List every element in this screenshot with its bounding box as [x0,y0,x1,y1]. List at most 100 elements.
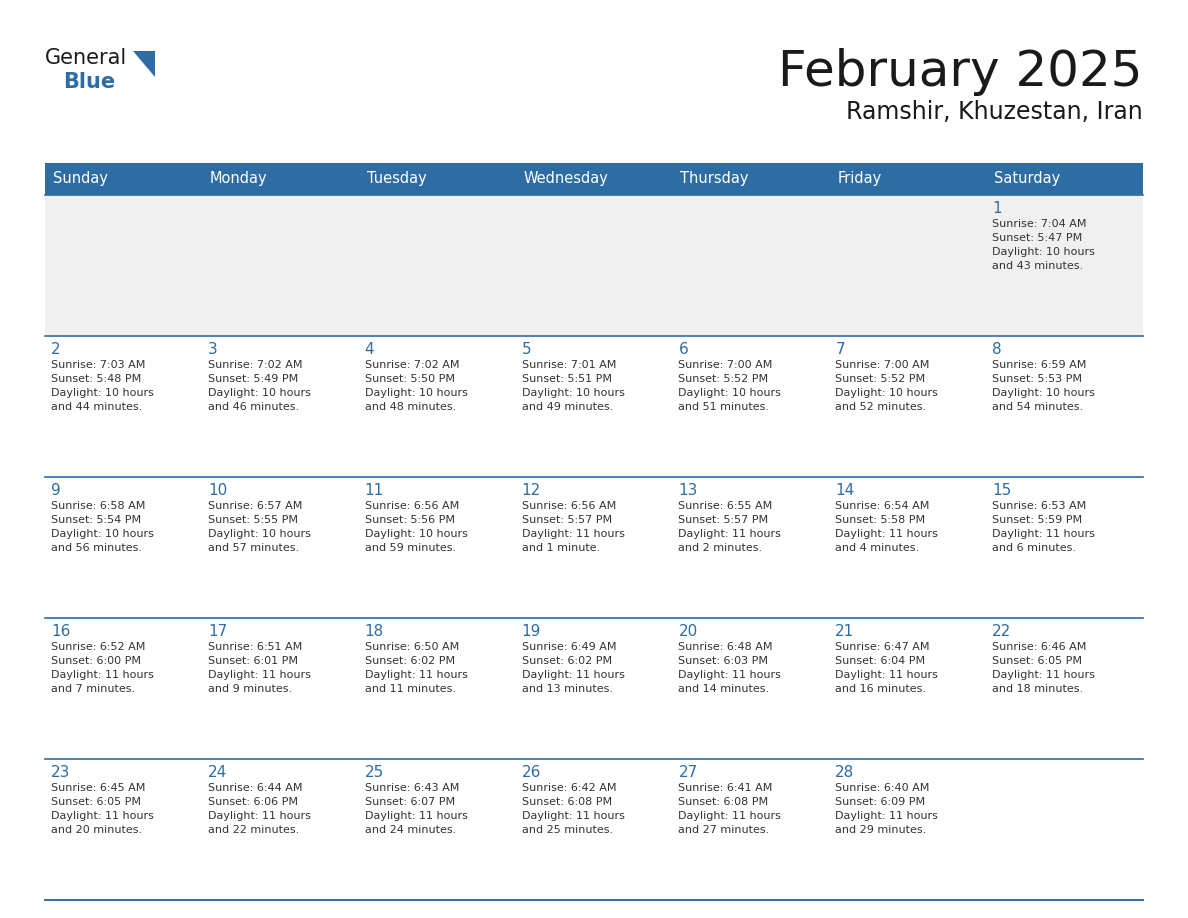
Bar [45,759,1143,900]
Text: 8: 8 [992,342,1001,357]
Text: Sunset: 5:52 PM: Sunset: 5:52 PM [835,374,925,384]
Text: Sunrise: 6:57 AM: Sunrise: 6:57 AM [208,501,302,511]
Text: and 20 minutes.: and 20 minutes. [51,825,143,835]
Text: and 4 minutes.: and 4 minutes. [835,543,920,553]
Text: Sunrise: 6:56 AM: Sunrise: 6:56 AM [522,501,615,511]
Text: Sunset: 5:52 PM: Sunset: 5:52 PM [678,374,769,384]
Text: Daylight: 10 hours: Daylight: 10 hours [51,388,154,398]
Text: 23: 23 [51,765,70,780]
Text: Daylight: 11 hours: Daylight: 11 hours [678,670,782,680]
Text: Daylight: 10 hours: Daylight: 10 hours [365,529,468,539]
Text: Monday: Monday [210,172,267,186]
Text: Daylight: 11 hours: Daylight: 11 hours [992,529,1095,539]
Text: Sunset: 6:08 PM: Sunset: 6:08 PM [678,797,769,807]
Text: Sunset: 5:48 PM: Sunset: 5:48 PM [51,374,141,384]
Text: Sunset: 5:53 PM: Sunset: 5:53 PM [992,374,1082,384]
Bar [986,163,1143,195]
Polygon shape [133,51,154,77]
Text: Sunset: 6:05 PM: Sunset: 6:05 PM [51,797,141,807]
Text: Sunset: 5:54 PM: Sunset: 5:54 PM [51,515,141,525]
Text: 15: 15 [992,483,1011,498]
Text: Sunrise: 6:45 AM: Sunrise: 6:45 AM [51,783,145,793]
Text: 27: 27 [678,765,697,780]
Text: and 9 minutes.: and 9 minutes. [208,684,292,694]
Text: Sunrise: 7:00 AM: Sunrise: 7:00 AM [835,360,930,370]
Text: and 52 minutes.: and 52 minutes. [835,402,927,412]
Text: Sunrise: 6:43 AM: Sunrise: 6:43 AM [365,783,459,793]
Text: Daylight: 11 hours: Daylight: 11 hours [51,670,154,680]
Text: Daylight: 10 hours: Daylight: 10 hours [365,388,468,398]
Text: Daylight: 11 hours: Daylight: 11 hours [835,529,939,539]
Text: Sunrise: 6:58 AM: Sunrise: 6:58 AM [51,501,145,511]
Text: Daylight: 11 hours: Daylight: 11 hours [522,670,625,680]
Text: Daylight: 10 hours: Daylight: 10 hours [522,388,625,398]
Text: Daylight: 11 hours: Daylight: 11 hours [522,811,625,821]
Text: Saturday: Saturday [994,172,1061,186]
Bar [202,163,359,195]
Text: Sunrise: 6:51 AM: Sunrise: 6:51 AM [208,642,302,652]
Text: Daylight: 11 hours: Daylight: 11 hours [365,670,468,680]
Text: Daylight: 11 hours: Daylight: 11 hours [678,811,782,821]
Text: 5: 5 [522,342,531,357]
Text: Sunrise: 7:04 AM: Sunrise: 7:04 AM [992,219,1087,229]
Bar [45,618,1143,759]
Text: Sunset: 6:05 PM: Sunset: 6:05 PM [992,656,1082,666]
Text: Sunrise: 6:44 AM: Sunrise: 6:44 AM [208,783,303,793]
Text: and 54 minutes.: and 54 minutes. [992,402,1083,412]
Text: and 59 minutes.: and 59 minutes. [365,543,456,553]
Text: Sunset: 5:51 PM: Sunset: 5:51 PM [522,374,612,384]
Text: Daylight: 10 hours: Daylight: 10 hours [208,388,311,398]
Text: Sunrise: 6:50 AM: Sunrise: 6:50 AM [365,642,459,652]
Text: Sunrise: 6:56 AM: Sunrise: 6:56 AM [365,501,459,511]
Bar [516,163,672,195]
Text: 19: 19 [522,624,541,639]
Text: Sunrise: 6:41 AM: Sunrise: 6:41 AM [678,783,773,793]
Text: and 22 minutes.: and 22 minutes. [208,825,299,835]
Text: Sunset: 6:00 PM: Sunset: 6:00 PM [51,656,141,666]
Text: Wednesday: Wednesday [524,172,608,186]
Text: Sunrise: 6:49 AM: Sunrise: 6:49 AM [522,642,617,652]
Text: 1: 1 [992,201,1001,216]
Bar [45,195,1143,336]
Text: and 25 minutes.: and 25 minutes. [522,825,613,835]
Bar [359,163,516,195]
Text: Sunrise: 7:01 AM: Sunrise: 7:01 AM [522,360,615,370]
Text: Thursday: Thursday [681,172,748,186]
Text: Sunset: 6:01 PM: Sunset: 6:01 PM [208,656,298,666]
Text: 7: 7 [835,342,845,357]
Bar [45,163,202,195]
Text: Sunset: 6:06 PM: Sunset: 6:06 PM [208,797,298,807]
Text: Sunday: Sunday [53,172,108,186]
Text: 11: 11 [365,483,384,498]
Text: 9: 9 [51,483,61,498]
Text: Sunset: 5:57 PM: Sunset: 5:57 PM [678,515,769,525]
Text: Daylight: 11 hours: Daylight: 11 hours [522,529,625,539]
Text: Sunset: 6:09 PM: Sunset: 6:09 PM [835,797,925,807]
Text: and 6 minutes.: and 6 minutes. [992,543,1076,553]
Text: and 7 minutes.: and 7 minutes. [51,684,135,694]
Text: Sunset: 6:02 PM: Sunset: 6:02 PM [522,656,612,666]
Text: Daylight: 10 hours: Daylight: 10 hours [835,388,939,398]
Text: Daylight: 11 hours: Daylight: 11 hours [835,670,939,680]
Text: and 43 minutes.: and 43 minutes. [992,261,1083,271]
Text: Daylight: 11 hours: Daylight: 11 hours [835,811,939,821]
Text: Sunset: 6:08 PM: Sunset: 6:08 PM [522,797,612,807]
Text: 6: 6 [678,342,688,357]
Text: and 24 minutes.: and 24 minutes. [365,825,456,835]
Text: 18: 18 [365,624,384,639]
Text: 2: 2 [51,342,61,357]
Text: 28: 28 [835,765,854,780]
Text: Sunrise: 6:59 AM: Sunrise: 6:59 AM [992,360,1087,370]
Text: 25: 25 [365,765,384,780]
Text: and 11 minutes.: and 11 minutes. [365,684,456,694]
Text: 17: 17 [208,624,227,639]
Text: Blue: Blue [63,72,115,92]
Text: Daylight: 10 hours: Daylight: 10 hours [992,388,1095,398]
Text: Sunrise: 6:53 AM: Sunrise: 6:53 AM [992,501,1086,511]
Text: and 56 minutes.: and 56 minutes. [51,543,143,553]
Text: Sunrise: 6:46 AM: Sunrise: 6:46 AM [992,642,1087,652]
Bar [672,163,829,195]
Text: Daylight: 10 hours: Daylight: 10 hours [208,529,311,539]
Text: and 14 minutes.: and 14 minutes. [678,684,770,694]
Text: 20: 20 [678,624,697,639]
